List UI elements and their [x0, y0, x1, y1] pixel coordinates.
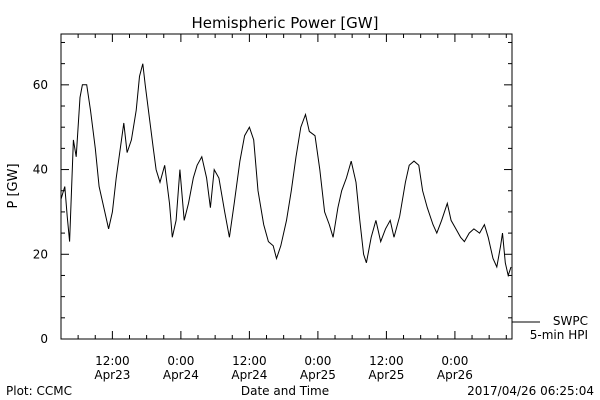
x-tick-label-time: 0:00 — [441, 354, 468, 368]
x-tick-label-time: 12:00 — [95, 354, 130, 368]
series-line-swpc — [60, 63, 512, 278]
x-tick-label-time: 0:00 — [167, 354, 194, 368]
x-tick-label-date: Apr25 — [368, 368, 404, 382]
y-tick-label: 20 — [33, 247, 48, 261]
x-tick-label-date: Apr23 — [94, 368, 130, 382]
y-axis-label: P [GW] — [6, 163, 21, 208]
x-tick-label-date: Apr26 — [437, 368, 473, 382]
legend-label-hpi: 5-min HPI — [530, 328, 588, 342]
x-axis-label: Date and Time — [241, 384, 329, 398]
x-tick-label-date: Apr25 — [300, 368, 336, 382]
x-axis: 12:00Apr230:00Apr2412:00Apr240:00Apr2512… — [60, 34, 507, 382]
y-axis: 0 20 40 60 — [33, 41, 512, 346]
legend-label-swpc: SWPC — [553, 314, 588, 328]
x-tick-label-time: 0:00 — [304, 354, 331, 368]
footer-credit: Plot: CCMC — [6, 384, 72, 398]
y-tick-label: 40 — [33, 163, 48, 177]
y-tick-label: 0 — [40, 332, 48, 346]
y-tick-label: 60 — [33, 78, 48, 92]
x-tick-label-date: Apr24 — [231, 368, 267, 382]
x-tick-label-time: 12:00 — [369, 354, 404, 368]
footer-timestamp: 2017/04/26 06:25:04 — [467, 384, 594, 398]
x-tick-label-date: Apr24 — [163, 368, 199, 382]
x-tick-label-time: 12:00 — [232, 354, 267, 368]
chart-title: Hemispheric Power [GW] — [192, 14, 379, 32]
plot-frame — [60, 33, 513, 340]
